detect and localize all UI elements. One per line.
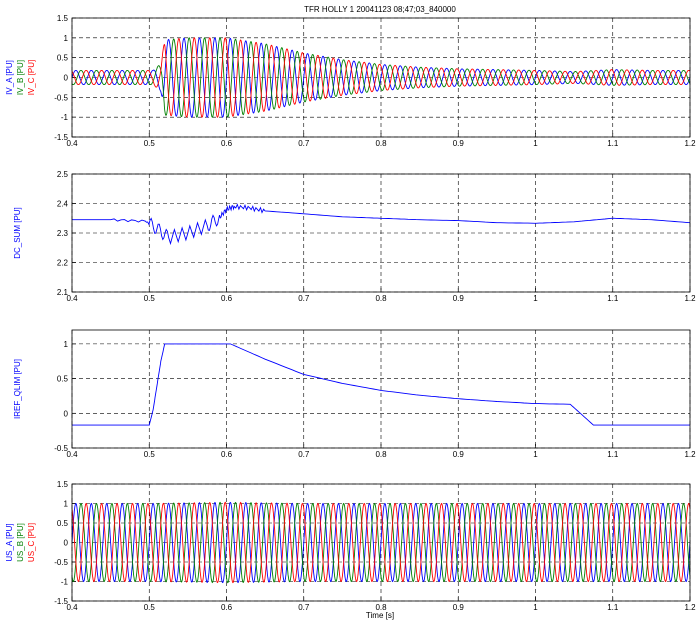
series-line-iv-a xyxy=(72,37,690,118)
plot-area xyxy=(72,343,690,426)
y-tick-label: -1 xyxy=(61,578,69,587)
x-tick-label: 0.4 xyxy=(66,603,78,612)
x-tick-label: 0.9 xyxy=(453,294,465,303)
x-tick-label: 0.7 xyxy=(298,139,310,148)
x-tick-label: 0.5 xyxy=(144,294,156,303)
y-axis-label: US_C [PU] xyxy=(27,523,36,562)
x-tick-label: 0.9 xyxy=(453,603,465,612)
panel-us: 0.4 0.5 0.6 0.7 0.8 0.9 1 1.1 1.2 -1.5 -1 -0.5 0 0.5 1… xyxy=(5,480,696,612)
x-tick-label: 1.1 xyxy=(607,294,619,303)
plot-area xyxy=(72,203,690,246)
x-axis-label: Time [s] xyxy=(366,611,394,620)
y-axis-label: IV_C [PU] xyxy=(27,60,36,96)
x-tick-label: 0.6 xyxy=(221,139,233,148)
series-line-iv-b xyxy=(72,37,690,118)
figure-title: TFR HOLLY 1 20041123 08;47;03_840000 xyxy=(304,5,456,14)
y-tick-label: 0.5 xyxy=(57,375,69,384)
y-axis-label: US_A [PU] xyxy=(5,523,14,561)
x-tick-label: 0.8 xyxy=(375,450,387,459)
x-tick-label: 0.7 xyxy=(298,294,310,303)
x-tick-label: 1.2 xyxy=(684,450,696,459)
axes-frame xyxy=(71,17,691,138)
x-tick-label: 0.4 xyxy=(66,450,78,459)
x-tick-label: 0.6 xyxy=(221,603,233,612)
y-tick-label: -0.5 xyxy=(54,93,68,102)
axes-frame xyxy=(71,173,691,293)
x-tick-label: 0.8 xyxy=(375,294,387,303)
x-tick-label: 0.5 xyxy=(144,603,156,612)
x-tick-label: 0.8 xyxy=(375,603,387,612)
panel-iv: 0.4 0.5 0.6 0.7 0.8 0.9 1 1.1 1.2 -1.5 -1 -0.5 0 0.5 1… xyxy=(5,14,696,148)
panel-iref-qlim: 0.4 0.5 0.6 0.7 0.8 0.9 1 1.1 1.2 -0.5 0 0.5 1 IREF_Q… xyxy=(13,329,696,459)
y-tick-label: -0.5 xyxy=(54,444,68,453)
axes-frame xyxy=(71,329,691,449)
y-tick-label: 0.5 xyxy=(57,54,69,63)
x-tick-label: 1 xyxy=(533,450,538,459)
y-axis-label: DC_SUM [PU] xyxy=(13,207,22,259)
y-axis-label: IV_A [PU] xyxy=(5,60,14,95)
y-tick-label: -1.5 xyxy=(54,597,68,606)
x-tick-label: 1.2 xyxy=(684,294,696,303)
y-tick-label: 0.5 xyxy=(57,519,69,528)
x-tick-label: 0.4 xyxy=(66,294,78,303)
x-tick-label: 1.2 xyxy=(684,603,696,612)
y-tick-label: 1 xyxy=(64,340,69,349)
y-tick-label: -0.5 xyxy=(54,558,68,567)
x-tick-label: 0.4 xyxy=(66,139,78,148)
y-tick-label: 2.5 xyxy=(57,170,69,179)
x-tick-label: 0.7 xyxy=(298,603,310,612)
panel-dc-sum: 0.4 0.5 0.6 0.7 0.8 0.9 1 1.1 1.2 2.1 2.2 2.3 2.4 2.5… xyxy=(13,170,696,303)
x-tick-label: 0.6 xyxy=(221,294,233,303)
x-tick-label: 0.7 xyxy=(298,450,310,459)
x-tick-label: 1.1 xyxy=(607,603,619,612)
y-tick-label: 0 xyxy=(64,539,69,548)
y-tick-label: 0 xyxy=(64,74,69,83)
series-line-dc-sum xyxy=(72,203,690,246)
series-line-us-a xyxy=(72,501,690,584)
series-line-us-b xyxy=(72,501,690,584)
x-tick-label: 1 xyxy=(533,139,538,148)
x-tick-label: 0.9 xyxy=(453,139,465,148)
y-axis-label: US_B [PU] xyxy=(16,523,25,562)
series-line-iref-qlim xyxy=(72,343,690,426)
x-tick-label: 1 xyxy=(533,603,538,612)
x-tick-label: 0.6 xyxy=(221,450,233,459)
x-tick-label: 0.8 xyxy=(375,139,387,148)
y-tick-label: -1 xyxy=(61,113,69,122)
y-tick-label: 2.3 xyxy=(57,229,69,238)
y-tick-label: 1.5 xyxy=(57,480,69,489)
x-tick-label: 0.5 xyxy=(144,450,156,459)
axes-frame xyxy=(71,483,691,602)
series-line-iv-c xyxy=(72,37,690,118)
y-tick-label: -1.5 xyxy=(54,133,68,142)
series-line-us-c xyxy=(72,501,690,584)
x-tick-label: 0.9 xyxy=(453,450,465,459)
plot-area xyxy=(72,37,690,118)
y-tick-label: 1.5 xyxy=(57,14,69,23)
y-tick-label: 2.1 xyxy=(57,288,69,297)
panels: 0.4 0.5 0.6 0.7 0.8 0.9 1 1.1 1.2 -1.5 -1 -0.5 0 0.5 1… xyxy=(5,14,696,612)
x-tick-label: 1.1 xyxy=(607,139,619,148)
y-tick-label: 1 xyxy=(64,500,69,509)
y-tick-label: 2.4 xyxy=(57,200,69,209)
x-tick-label: 0.5 xyxy=(144,139,156,148)
x-tick-label: 1.1 xyxy=(607,450,619,459)
x-tick-label: 1.2 xyxy=(684,139,696,148)
x-tick-label: 1 xyxy=(533,294,538,303)
y-axis-label: IV_B [PU] xyxy=(16,60,25,95)
y-tick-label: 0 xyxy=(64,409,69,418)
y-axis-label: IREF_QLIM [PU] xyxy=(13,359,22,419)
y-tick-label: 1 xyxy=(64,34,69,43)
plot-area xyxy=(72,501,690,584)
y-tick-label: 2.2 xyxy=(57,259,69,268)
